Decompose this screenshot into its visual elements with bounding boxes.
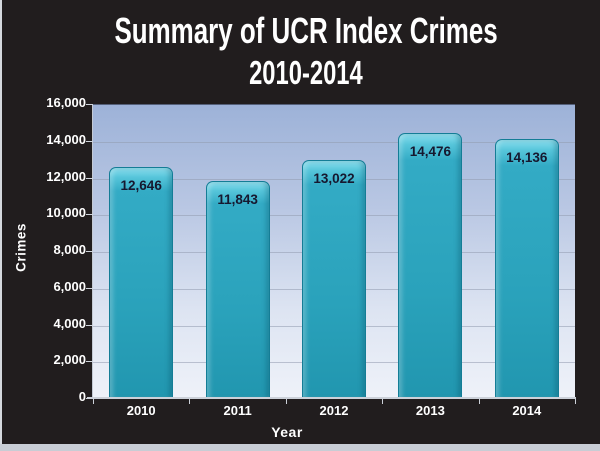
y-tick-label: 2,000	[53, 352, 86, 368]
bar-2014: 14,136	[494, 139, 559, 399]
x-tick-label: 2011	[223, 403, 252, 418]
bar-value-label: 14,136	[506, 150, 548, 166]
y-tick-label: 8,000	[53, 242, 86, 257]
bar-value-label: 12,646	[120, 177, 162, 193]
chart-title-line-1: Summary of UCR Index Crimes	[6, 10, 600, 52]
x-tick-mark	[382, 399, 384, 404]
y-tick-label: 16,000	[46, 95, 86, 110]
y-tick-label: 0	[78, 389, 86, 404]
y-tick-label: 12,000	[46, 168, 86, 184]
chart-title-line-2: 2010-2014	[6, 54, 600, 92]
bar-2013: 14,476	[398, 133, 463, 399]
y-tick-mark	[86, 398, 93, 399]
x-axis-title: Year	[271, 424, 303, 440]
x-tick-label: 2014	[512, 403, 542, 418]
y-tick-mark	[86, 140, 93, 142]
grid-line	[93, 141, 575, 143]
bar-value-label: 13,022	[313, 170, 355, 186]
x-tick-mark	[93, 399, 94, 404]
y-tick-mark	[86, 361, 93, 363]
x-tick-mark	[189, 399, 191, 404]
y-tick-label: 10,000	[46, 205, 86, 221]
y-tick-mark	[86, 287, 93, 289]
bar-value-label: 14,476	[409, 144, 452, 159]
y-tick-mark	[86, 214, 93, 216]
y-tick-label: 4,000	[53, 315, 86, 331]
x-tick-mark	[575, 399, 576, 404]
bar-value-label: 11,843	[217, 192, 258, 208]
x-tick-label: 2013	[415, 403, 445, 418]
x-tick-label: 2010	[126, 403, 156, 418]
y-tick-mark	[86, 104, 93, 105]
plot-area: 12,646 11,843 13,022 14,476 14,136	[93, 104, 575, 399]
chart-subtitle-text: 2010-2014	[249, 54, 363, 91]
x-tick-mark	[478, 399, 480, 404]
chart-title-text: Summary of UCR Index Crimes	[114, 10, 498, 51]
x-tick-mark	[285, 399, 287, 404]
left-edge-strip	[0, 0, 2, 451]
bar-2012: 13,022	[302, 159, 366, 399]
y-tick-mark	[86, 324, 93, 326]
x-axis-line	[87, 397, 576, 399]
y-tick-label: 14,000	[46, 131, 86, 147]
y-tick-mark	[86, 177, 93, 179]
y-tick-mark	[86, 251, 93, 252]
bar-2010: 12,646	[109, 166, 174, 399]
bar-2011: 11,843	[205, 181, 270, 399]
bottom-edge-strip	[0, 444, 600, 451]
x-tick-label: 2012	[319, 403, 349, 418]
y-tick-label: 6,000	[53, 278, 86, 294]
